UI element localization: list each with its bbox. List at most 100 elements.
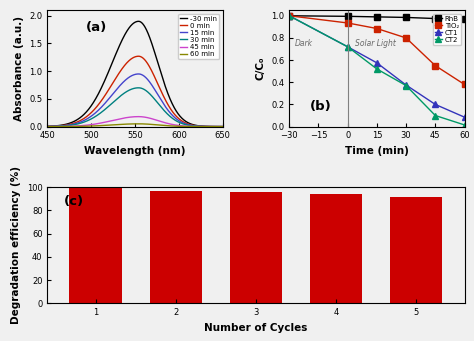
- TiO₂: [345, 21, 351, 25]
- Legend: -30 min, 0 min, 15 min, 30 min, 45 min, 60 min: -30 min, 0 min, 15 min, 30 min, 45 min, …: [178, 14, 219, 59]
- 0 min: [136, 54, 141, 58]
- 45 min: [122, 116, 128, 120]
- 60 min: [116, 122, 121, 127]
- CT2: [345, 45, 351, 49]
- -30 min: [136, 19, 141, 24]
- CT1: [286, 14, 292, 18]
- RhB: [345, 14, 351, 18]
- TiO₂: [432, 64, 438, 68]
- X-axis label: Wavelength (nm): Wavelength (nm): [84, 146, 186, 156]
- 30 min: [182, 122, 187, 126]
- 60 min: [136, 122, 141, 126]
- Line: -30 min: -30 min: [47, 21, 223, 127]
- Line: 30 min: 30 min: [47, 88, 223, 127]
- RhB: [462, 17, 467, 21]
- 60 min: [184, 124, 190, 129]
- 45 min: [45, 124, 50, 129]
- Line: 45 min: 45 min: [47, 117, 223, 127]
- CT1: [462, 115, 467, 119]
- 30 min: [116, 96, 121, 100]
- Text: (a): (a): [86, 21, 107, 34]
- Line: 60 min: 60 min: [47, 124, 223, 127]
- RhB: [432, 16, 438, 20]
- Y-axis label: C/C₀: C/C₀: [255, 57, 265, 80]
- Bar: [390, 197, 442, 303]
- -30 min: [116, 46, 121, 50]
- X-axis label: Number of Cycles: Number of Cycles: [204, 323, 308, 333]
- 45 min: [220, 124, 226, 129]
- Bar: [310, 194, 362, 303]
- 60 min: [165, 124, 171, 128]
- 45 min: [182, 124, 187, 128]
- RhB: [286, 14, 292, 18]
- -30 min: [63, 122, 68, 127]
- Text: (c): (c): [64, 195, 84, 208]
- Bar: [150, 191, 202, 303]
- Legend: RhB, TiO₂, CT1, CT2: RhB, TiO₂, CT1, CT2: [433, 14, 461, 45]
- Y-axis label: Absorbance (a.u.): Absorbance (a.u.): [14, 16, 24, 121]
- RhB: [403, 15, 409, 19]
- Line: CT1: CT1: [286, 13, 467, 120]
- 15 min: [220, 124, 226, 129]
- 45 min: [63, 124, 68, 129]
- 0 min: [182, 120, 187, 124]
- 60 min: [45, 124, 50, 129]
- CT2: [286, 14, 292, 18]
- 45 min: [165, 121, 171, 125]
- -30 min: [165, 92, 171, 96]
- 15 min: [122, 79, 128, 83]
- X-axis label: Time (min): Time (min): [345, 146, 409, 156]
- 45 min: [116, 117, 121, 121]
- 45 min: [136, 115, 141, 119]
- 15 min: [182, 121, 187, 125]
- 15 min: [165, 108, 171, 112]
- 60 min: [122, 122, 128, 126]
- TiO₂: [374, 27, 380, 31]
- CT2: [462, 123, 467, 127]
- 30 min: [122, 91, 128, 95]
- 30 min: [184, 123, 190, 127]
- 30 min: [63, 124, 68, 128]
- Bar: [230, 192, 282, 303]
- 30 min: [136, 86, 141, 90]
- 60 min: [63, 124, 68, 129]
- Text: Dark: Dark: [295, 39, 313, 48]
- 30 min: [165, 113, 171, 117]
- TiO₂: [403, 36, 409, 40]
- RhB: [374, 15, 380, 19]
- -30 min: [45, 124, 50, 129]
- Y-axis label: Degradation efficiency (%): Degradation efficiency (%): [11, 166, 21, 324]
- 15 min: [184, 122, 190, 127]
- -30 min: [122, 33, 128, 37]
- 0 min: [184, 122, 190, 126]
- 30 min: [220, 124, 226, 129]
- CT1: [403, 83, 409, 87]
- 15 min: [45, 124, 50, 129]
- -30 min: [220, 124, 226, 129]
- 15 min: [63, 123, 68, 128]
- Line: CT2: CT2: [286, 13, 467, 128]
- Text: Solar Light: Solar Light: [356, 39, 396, 48]
- 15 min: [116, 86, 121, 90]
- Text: (b): (b): [310, 100, 332, 113]
- 45 min: [184, 124, 190, 128]
- Line: TiO₂: TiO₂: [286, 13, 467, 87]
- CT2: [403, 84, 409, 88]
- CT1: [432, 102, 438, 106]
- 60 min: [182, 124, 187, 129]
- CT2: [432, 114, 438, 118]
- 0 min: [165, 103, 171, 107]
- Line: RhB: RhB: [286, 13, 467, 22]
- Line: 0 min: 0 min: [47, 56, 223, 127]
- 0 min: [116, 72, 121, 76]
- -30 min: [182, 118, 187, 122]
- CT1: [374, 61, 380, 65]
- 30 min: [45, 124, 50, 129]
- Bar: [70, 188, 122, 303]
- TiO₂: [286, 14, 292, 18]
- -30 min: [184, 120, 190, 124]
- Line: 15 min: 15 min: [47, 74, 223, 127]
- CT1: [345, 45, 351, 49]
- 60 min: [220, 124, 226, 129]
- TiO₂: [462, 83, 467, 87]
